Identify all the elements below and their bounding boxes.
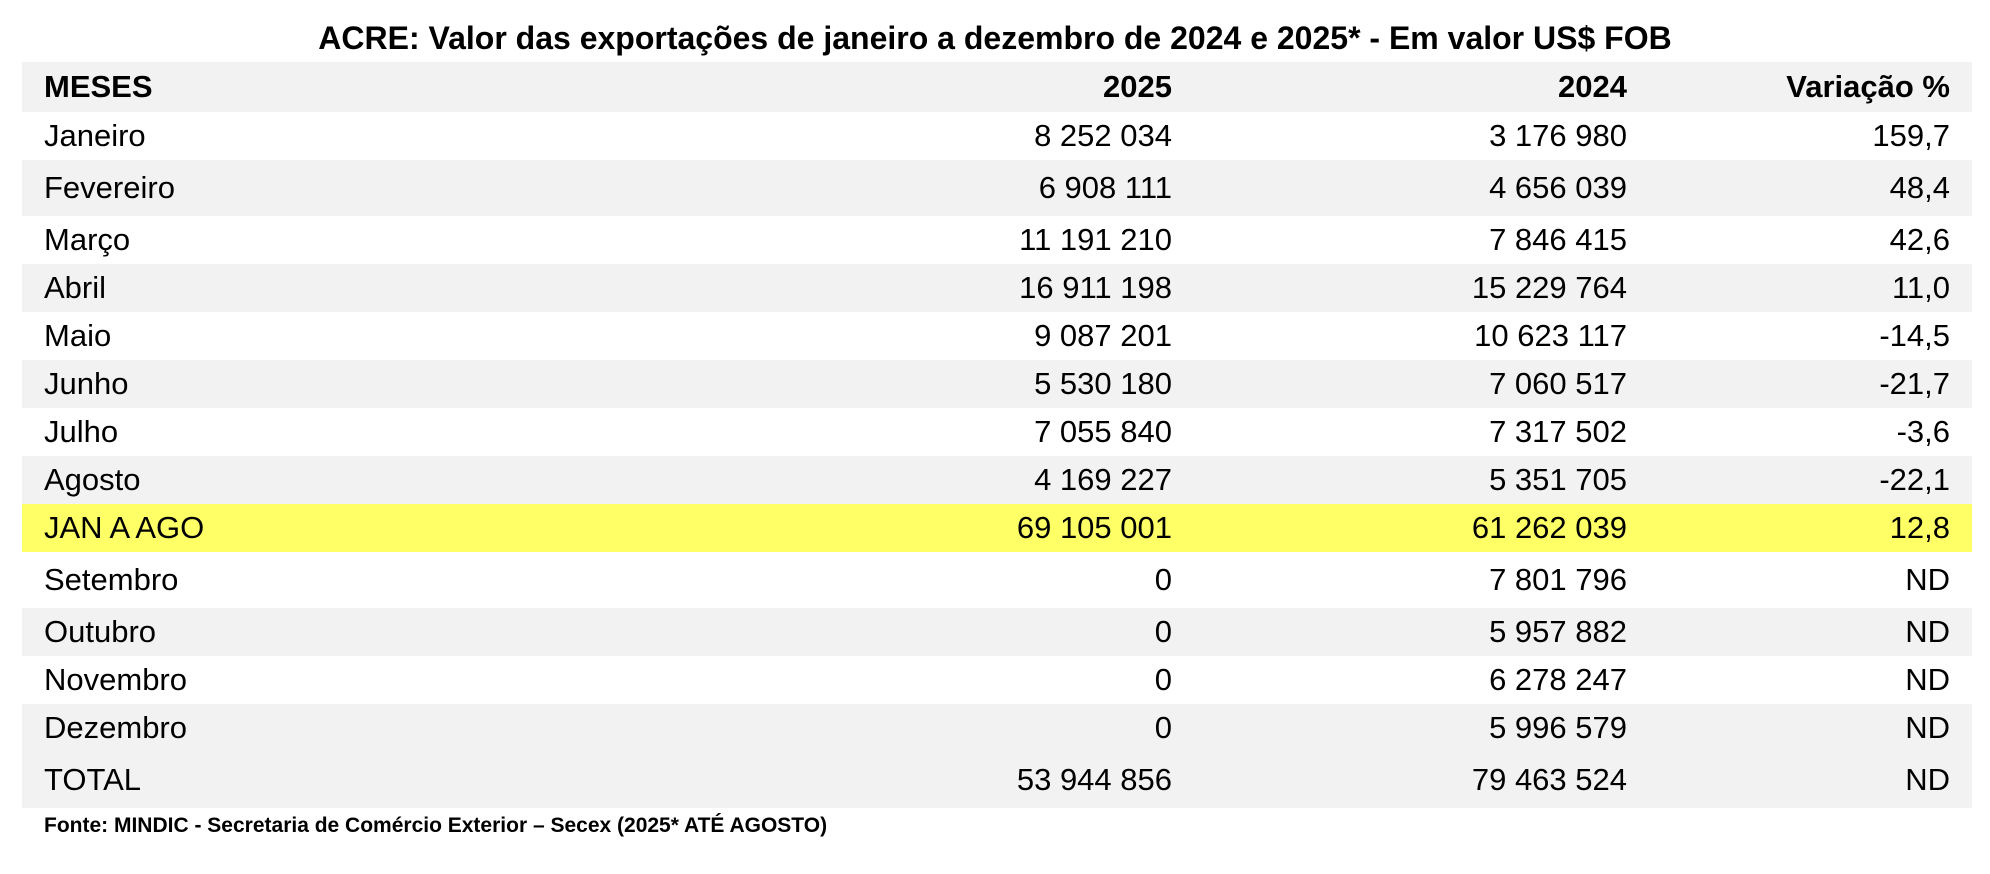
value-2025-cell: 0	[1154, 562, 1172, 597]
value-2025-cell: 5 530 180	[1034, 366, 1172, 401]
value-2024-cell: 15 229 764	[1471, 270, 1627, 305]
month-cell: Maio	[44, 318, 112, 353]
month-cell: Julho	[44, 414, 119, 449]
variation-cell: ND	[1905, 614, 1950, 649]
variation-cell: 12,8	[1889, 510, 1950, 545]
value-2025-cell: 16 911 198	[1019, 270, 1172, 305]
value-2025-cell: 11 191 210	[1019, 222, 1172, 257]
table-row-marco: Março 11 191 210 7 846 415 42,6	[22, 216, 1972, 264]
table-row-junho: Junho 5 530 180 7 060 517 -21,7	[22, 360, 1972, 408]
value-2024-cell: 5 351 705	[1489, 462, 1627, 497]
variation-cell: -21,7	[1879, 366, 1950, 401]
table-row-maio: Maio 9 087 201 10 623 117 -14,5	[22, 312, 1972, 360]
table-row-janeiro: Janeiro 8 252 034 3 176 980 159,7	[22, 112, 1972, 160]
variation-cell: -14,5	[1879, 318, 1950, 353]
value-2024-cell: 61 262 039	[1471, 510, 1627, 545]
value-2024-cell: 10 623 117	[1474, 318, 1627, 353]
month-cell: JAN A AGO	[44, 510, 205, 545]
variation-cell: 48,4	[1889, 170, 1950, 205]
month-cell: TOTAL	[44, 762, 142, 797]
header-2024: 2024	[1558, 69, 1627, 104]
exports-table: MESES 2025 2024 Variação % Janeiro 8 252…	[22, 62, 1972, 808]
month-cell: Setembro	[44, 562, 179, 597]
variation-cell: 11,0	[1891, 270, 1950, 305]
table-row-dezembro: Dezembro 0 5 996 579 ND	[22, 704, 1972, 752]
value-2024-cell: 3 176 980	[1489, 118, 1627, 153]
month-cell: Fevereiro	[44, 170, 175, 205]
table-row-outubro: Outubro 0 5 957 882 ND	[22, 608, 1972, 656]
table-row-novembro: Novembro 0 6 278 247 ND	[22, 656, 1972, 704]
header-months: MESES	[44, 69, 153, 104]
table-row-agosto: Agosto 4 169 227 5 351 705 -22,1	[22, 456, 1972, 504]
table-row-setembro: Setembro 0 7 801 796 ND	[22, 552, 1972, 608]
value-2024-cell: 7 317 502	[1489, 414, 1627, 449]
value-2024-cell: 5 957 882	[1489, 614, 1627, 649]
table-row-fevereiro: Fevereiro 6 908 111 4 656 039 48,4	[22, 160, 1972, 216]
table-row-jan-a-ago: JAN A AGO 69 105 001 61 262 039 12,8	[22, 504, 1972, 552]
table-title: ACRE: Valor das exportações de janeiro a…	[318, 20, 1672, 56]
value-2024-cell: 7 801 796	[1489, 562, 1627, 597]
variation-cell: ND	[1905, 762, 1950, 797]
month-cell: Novembro	[44, 662, 187, 697]
value-2025-cell: 6 908 111	[1038, 170, 1172, 205]
table-row-total: TOTAL 53 944 856 79 463 524 ND	[22, 752, 1972, 808]
month-cell: Março	[44, 222, 131, 257]
value-2025-cell: 0	[1154, 614, 1172, 649]
table-header-row: MESES 2025 2024 Variação %	[22, 62, 1972, 112]
month-cell: Outubro	[44, 614, 157, 649]
month-cell: Dezembro	[44, 710, 187, 745]
variation-cell: ND	[1905, 562, 1950, 597]
variation-cell: ND	[1905, 710, 1950, 745]
variation-cell: 42,6	[1889, 222, 1950, 257]
source-note: Fonte: MINDIC - Secretaria de Comércio E…	[44, 814, 828, 837]
value-2024-cell: 4 656 039	[1489, 170, 1627, 205]
value-2025-cell: 0	[1154, 710, 1172, 745]
value-2025-cell: 53 944 856	[1016, 762, 1172, 797]
value-2025-cell: 0	[1154, 662, 1172, 697]
value-2024-cell: 79 463 524	[1471, 762, 1627, 797]
value-2024-cell: 6 278 247	[1489, 662, 1627, 697]
variation-cell: -3,6	[1896, 414, 1950, 449]
header-variation: Variação %	[1786, 69, 1950, 104]
variation-cell: 159,7	[1872, 118, 1950, 153]
value-2024-cell: 7 846 415	[1489, 222, 1627, 257]
header-2025: 2025	[1103, 69, 1172, 104]
variation-cell: ND	[1905, 662, 1950, 697]
table-row-julho: Julho 7 055 840 7 317 502 -3,6	[22, 408, 1972, 456]
value-2024-cell: 5 996 579	[1489, 710, 1627, 745]
month-cell: Agosto	[44, 462, 141, 497]
value-2025-cell: 4 169 227	[1034, 462, 1172, 497]
table-row-abril: Abril 16 911 198 15 229 764 11,0	[22, 264, 1972, 312]
value-2025-cell: 69 105 001	[1016, 510, 1172, 545]
month-cell: Junho	[44, 366, 129, 401]
variation-cell: -22,1	[1879, 462, 1950, 497]
month-cell: Janeiro	[44, 118, 146, 153]
value-2025-cell: 8 252 034	[1034, 118, 1172, 153]
value-2025-cell: 9 087 201	[1034, 318, 1172, 353]
month-cell: Abril	[44, 270, 107, 305]
value-2025-cell: 7 055 840	[1034, 414, 1172, 449]
value-2024-cell: 7 060 517	[1489, 366, 1627, 401]
